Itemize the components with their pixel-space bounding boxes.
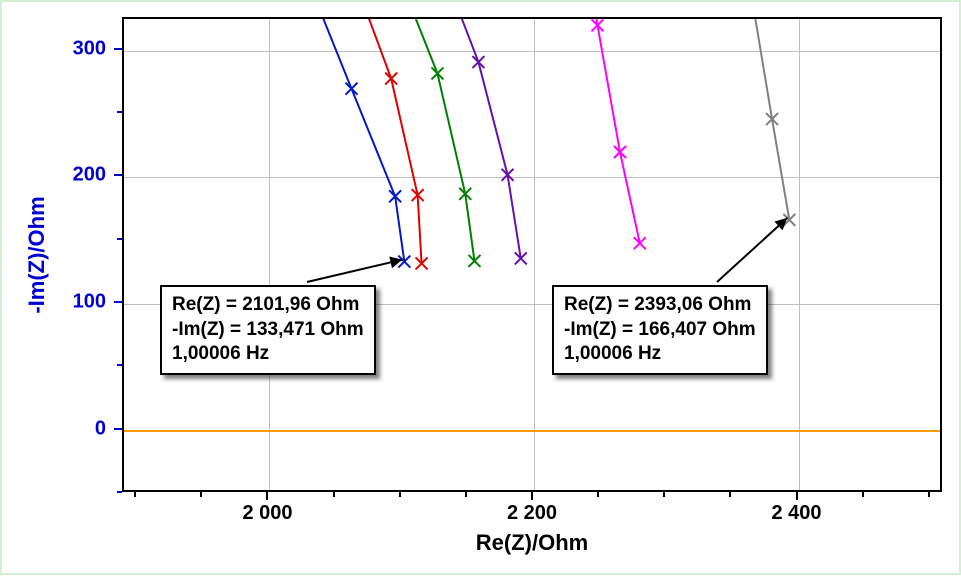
anno-left-line: -Im(Z) = 133,471 Ohm bbox=[172, 318, 364, 343]
minor-tick-x bbox=[134, 492, 136, 497]
tick-label-x: 2 000 bbox=[242, 502, 292, 525]
minor-tick-x bbox=[200, 492, 202, 497]
minor-tick-x bbox=[862, 492, 864, 497]
anno-left-box: Re(Z) = 2101,96 Ohm-Im(Z) = 133,471 Ohm1… bbox=[160, 285, 376, 375]
anno-right-box: Re(Z) = 2393,06 Ohm-Im(Z) = 166,407 Ohm1… bbox=[552, 285, 768, 375]
minor-tick-x bbox=[333, 492, 335, 497]
tick-label-y: 100 bbox=[73, 291, 106, 314]
anno-left-line: Re(Z) = 2101,96 Ohm bbox=[172, 293, 364, 318]
s-purple bbox=[449, 19, 527, 264]
grid-v bbox=[799, 19, 800, 490]
minor-tick-y bbox=[117, 364, 122, 366]
grid-h bbox=[124, 51, 940, 52]
s-magenta bbox=[588, 19, 646, 249]
s-green bbox=[402, 19, 480, 267]
tick-x bbox=[531, 492, 533, 500]
y-axis-label: -Im(Z)/Ohm bbox=[24, 196, 50, 313]
tick-y bbox=[114, 174, 122, 176]
minor-tick-x bbox=[597, 492, 599, 497]
grid-v bbox=[534, 19, 535, 490]
chart-frame: Re(Z)/Ohm -Im(Z)/Ohm 2 000 2 200 2 400 0 100… bbox=[0, 0, 961, 575]
tick-label-y: 200 bbox=[73, 164, 106, 187]
tick-x bbox=[266, 492, 268, 500]
tick-y bbox=[114, 428, 122, 430]
plot-area bbox=[122, 17, 942, 492]
minor-tick-y bbox=[117, 238, 122, 240]
minor-tick-y bbox=[117, 491, 122, 493]
tick-label-x: 2 200 bbox=[507, 502, 557, 525]
minor-tick-x bbox=[465, 492, 467, 497]
minor-tick-x bbox=[928, 492, 930, 497]
grid-h bbox=[124, 177, 940, 178]
tick-y bbox=[114, 301, 122, 303]
anno-right-line: Re(Z) = 2393,06 Ohm bbox=[564, 293, 756, 318]
anno-right-line: -Im(Z) = 166,407 Ohm bbox=[564, 318, 756, 343]
minor-tick-y bbox=[117, 111, 122, 113]
minor-tick-x bbox=[663, 492, 665, 497]
s-blue bbox=[310, 19, 411, 268]
tick-y bbox=[114, 48, 122, 50]
tick-label-y: 300 bbox=[73, 37, 106, 60]
tick-x bbox=[796, 492, 798, 500]
grid-v bbox=[269, 19, 270, 490]
anno-left-line: 1,00006 Hz bbox=[172, 342, 364, 367]
anno-right-line: 1,00006 Hz bbox=[564, 342, 756, 367]
x-axis-label: Re(Z)/Ohm bbox=[476, 530, 588, 556]
zero-line bbox=[124, 430, 940, 432]
minor-tick-x bbox=[729, 492, 731, 497]
minor-tick-x bbox=[399, 492, 401, 497]
s-red bbox=[356, 19, 428, 269]
tick-label-y: 0 bbox=[95, 417, 106, 440]
tick-label-x: 2 400 bbox=[771, 502, 821, 525]
